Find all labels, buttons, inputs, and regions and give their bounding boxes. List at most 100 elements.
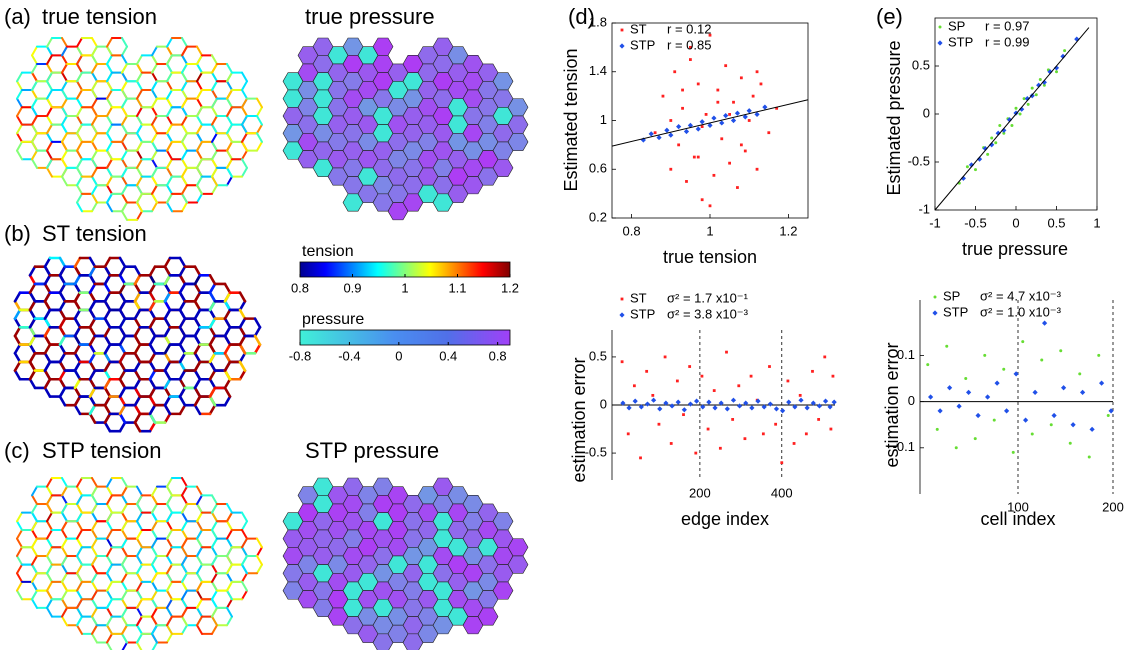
cell-edge (76, 528, 83, 540)
cell-edge (151, 201, 158, 213)
cell-edge (121, 641, 128, 650)
cell-edge (163, 412, 172, 424)
cell-edge (103, 412, 112, 424)
colorbar-tick-label: 0.8 (489, 348, 507, 363)
cell-edge (31, 71, 38, 83)
cell-edge (211, 175, 218, 187)
cell-edge (166, 184, 173, 195)
cell-edge (61, 580, 68, 592)
cell-edge (193, 300, 202, 312)
point (730, 397, 737, 403)
cell-edge (121, 62, 128, 74)
cell-edge (76, 80, 83, 91)
cell-edge (151, 71, 158, 83)
cell-edge (58, 291, 67, 303)
cell-edge (61, 71, 68, 83)
cell-edge (61, 97, 68, 109)
cell-edge (196, 140, 203, 152)
cell-edge (193, 395, 202, 407)
cell-edge (91, 192, 98, 204)
cell-edge (91, 494, 98, 505)
cell-edge (88, 274, 97, 286)
cell-edge (88, 412, 97, 424)
cell-edge (46, 123, 53, 135)
cell-edge (106, 563, 113, 575)
y-tick-label: 0.6 (589, 161, 607, 176)
point (663, 400, 669, 406)
cell-edge (43, 343, 52, 355)
cell-edge (136, 97, 143, 109)
cell-edge (121, 106, 128, 117)
cell-edge (73, 360, 82, 372)
cell-edge (193, 369, 202, 381)
cell-edge (136, 572, 143, 583)
colorbar-title: tension (302, 243, 354, 260)
panel-label: (e) (876, 4, 903, 29)
cell-edge (106, 132, 113, 143)
point (1040, 358, 1044, 362)
cell (507, 132, 529, 151)
cell-edge (16, 563, 23, 575)
point (773, 406, 780, 412)
cell-edge (166, 175, 173, 187)
cell-edge (166, 71, 173, 83)
cell-edge (163, 274, 172, 286)
cell-edge (121, 554, 128, 566)
legend-stat: σ² = 1.0 x10⁻³ (980, 304, 1062, 319)
cell-edge (133, 300, 142, 312)
cell-edge (91, 123, 98, 135)
point (675, 399, 681, 405)
cell-edge (88, 334, 97, 346)
cell-edge (178, 274, 187, 286)
cell-edge (91, 149, 98, 161)
point (968, 162, 975, 168)
cell-edge (73, 282, 82, 294)
cell-edge (31, 97, 38, 109)
cell-edge (76, 520, 83, 531)
cell-edge (91, 166, 98, 178)
point (1002, 131, 1006, 135)
cell-edge (103, 265, 112, 277)
cell-edge (163, 256, 172, 268)
cell-edge (121, 166, 128, 178)
point (632, 398, 638, 404)
cell-edge (76, 106, 83, 117)
cell-edge (181, 158, 188, 169)
cell-edge (133, 274, 142, 286)
cell-edge (178, 334, 187, 346)
cell-edge (43, 377, 52, 390)
y-axis-label: estimation error (569, 357, 589, 482)
cell-edge (151, 546, 158, 557)
cell-edge (16, 149, 23, 161)
cell-edge (106, 528, 113, 540)
cell-edge (61, 158, 68, 169)
cell-edge (151, 502, 158, 514)
cell-edge (148, 274, 157, 286)
cell-edge (118, 300, 127, 312)
cell-edge (208, 291, 217, 303)
cell-edge (196, 580, 203, 592)
cell-edge (211, 158, 218, 169)
point (779, 408, 786, 414)
cell-edge (226, 71, 233, 83)
cell-edge (223, 360, 232, 372)
cell-edge (208, 395, 217, 407)
cell-edge (151, 624, 158, 635)
point (780, 461, 784, 465)
point (681, 407, 687, 413)
cell-edge (58, 360, 67, 372)
cell-edge (103, 386, 112, 398)
cell-edge (121, 477, 128, 488)
cell-edge (91, 511, 98, 523)
point (648, 131, 654, 137)
cell-edge (106, 494, 113, 505)
cell-edge (118, 369, 127, 381)
cell-edge (226, 598, 233, 609)
cell-edge (226, 580, 233, 592)
point (759, 82, 763, 86)
cell-edge (226, 166, 233, 178)
cell-edge (196, 537, 203, 549)
cell-edge (61, 54, 68, 65)
cell-edge (133, 395, 142, 407)
cell-edge (121, 71, 128, 83)
